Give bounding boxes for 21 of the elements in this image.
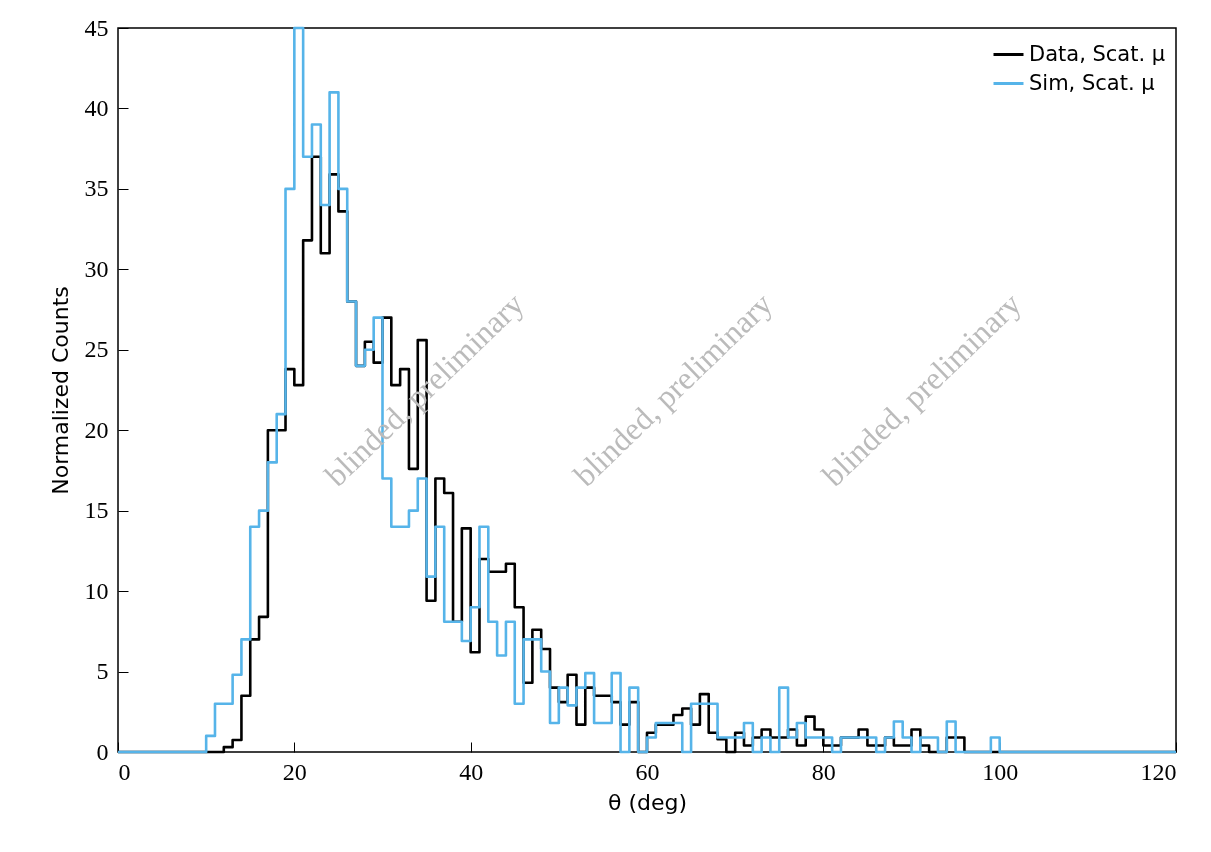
y-tick-label: 10	[84, 577, 109, 604]
x-tick-label: 80	[811, 758, 836, 785]
x-tick-label: 40	[459, 758, 484, 785]
x-tick-label: 20	[282, 758, 307, 785]
y-tick-label: 35	[84, 175, 109, 202]
y-tick-label: 20	[84, 416, 109, 443]
y-tick-label: 5	[96, 658, 109, 685]
x-tick-label: 60	[635, 758, 660, 785]
legend-label: Sim, Scat. μ	[1029, 70, 1155, 95]
y-axis-title: Normalized Counts	[47, 286, 73, 495]
y-tick-label: 30	[84, 255, 109, 282]
x-tick-label: 120	[1140, 758, 1177, 785]
legend-label: Data, Scat. μ	[1029, 41, 1166, 66]
y-tick-label: 15	[84, 497, 109, 524]
y-tick-label: 25	[84, 336, 109, 363]
x-tick-label: 100	[982, 758, 1019, 785]
y-tick-label: 40	[84, 94, 109, 121]
x-axis-title: θ (deg)	[607, 789, 688, 815]
y-tick-label: 0	[96, 738, 109, 765]
y-tick-label: 45	[84, 14, 109, 41]
x-tick-label: 0	[118, 758, 131, 785]
